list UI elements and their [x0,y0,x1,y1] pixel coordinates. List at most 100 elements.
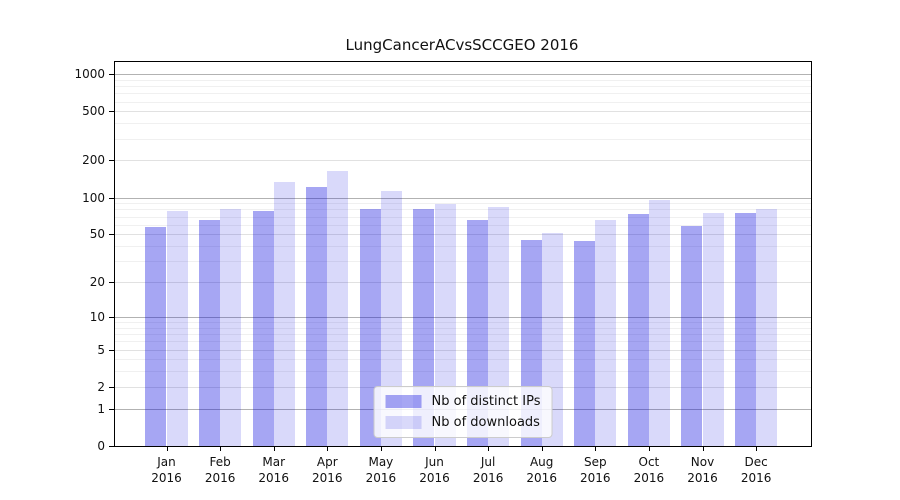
gridline-minor [115,334,811,335]
x-tick-label: Jan 2016 [151,455,182,485]
y-tick-mark [109,282,114,284]
gridline-minor [115,86,811,87]
bar-distinct-ips-sep [574,241,596,446]
y-axis: 0 1 2 5 10 20 50 100 200 500 1000 [74,62,811,453]
y-tick-mark [109,74,114,75]
gridline-minor [115,341,811,343]
legend: Nb of distinct IPs Nb of downloads [373,386,553,438]
x-tick-label: Jul 2016 [472,455,504,485]
y-tick-label: 50 [89,227,105,242]
bar-downloads-feb [220,209,242,446]
x-axis: Jan 2016 Feb 2016 Mar 2016 Apr 2016 May 2016… [115,62,811,485]
y-tick-mark [109,386,114,388]
chart-title: LungCancerACvsSCCGEO 2016 [345,36,579,54]
x-tick-mark [595,446,597,451]
gridline [115,282,811,284]
bar-downloads-mar [273,181,295,446]
x-tick-label: Dec 2016 [740,455,772,485]
y-tick-label: 0 [97,439,105,453]
gridline [115,74,811,75]
x-tick-label: Oct 2016 [633,455,665,485]
bar-downloads-jan [166,211,188,446]
bars-layer [115,62,811,446]
x-tick-mark [648,446,650,451]
x-tick-mark [220,446,222,451]
bar-distinct-ips-feb [198,219,221,446]
bar-downloads-dec [756,209,778,446]
gridline-minor [115,101,811,103]
x-tick-mark [488,446,490,451]
bar-distinct-ips-mar [252,211,274,446]
y-tick-label: 500 [82,104,105,119]
x-tick-mark [702,446,704,451]
x-tick-mark [756,446,758,451]
y-tick-label: 100 [82,190,105,205]
gridline-minor [115,93,811,95]
y-tick-label: 1 [97,401,105,416]
legend-item: Nb of distinct IPs [385,394,541,409]
gridline [115,234,811,236]
bar-downloads-sep [595,220,617,446]
gridline-minor [115,261,811,263]
gridline-minor [115,216,811,218]
y-tick-label: 1000 [74,67,105,81]
bar-distinct-ips-oct [627,213,649,446]
y-tick-label: 5 [97,342,105,357]
y-tick-mark [109,197,114,199]
y-tick-mark [109,349,114,351]
legend-item: Nb of downloads [385,415,541,430]
y-tick-mark [109,234,114,236]
bar-distinct-ips-jan [145,227,167,446]
y-tick-label: 10 [89,309,105,324]
x-tick-label: Nov 2016 [687,455,718,485]
x-tick-mark [380,446,382,451]
x-tick-label: Aug 2016 [526,455,557,485]
gridline-minor [115,224,811,226]
legend-label-downloads: Nb of downloads [431,415,540,430]
bar-downloads-apr [327,171,349,446]
y-tick-mark [109,316,114,318]
gridline [115,316,811,318]
gridline-minor [115,79,811,81]
x-tick-label: May 2016 [365,455,397,485]
bar-downloads-jun [434,203,456,446]
legend-label-distinct-ips: Nb of distinct IPs [431,394,541,409]
bar-downloads-oct [648,200,671,446]
gridline-minor [115,371,811,373]
x-tick-mark [434,446,436,451]
x-tick-mark [327,446,329,451]
y-tick-mark [109,408,114,410]
gridline-minor [115,138,811,140]
legend-swatch-downloads [385,416,422,429]
gridline-minor [115,203,811,205]
gridline-minor [115,322,811,323]
x-tick-label: Feb 2016 [204,455,236,485]
x-tick-label: Jun 2016 [419,455,450,485]
gridline [115,349,811,351]
y-tick-label: 2 [97,379,105,394]
gridline-minor [115,246,811,247]
bar-downloads-nov [702,212,724,446]
bar-distinct-ips-nov [681,225,703,446]
x-tick-mark [273,446,275,451]
gridline [115,197,811,199]
gridline-minor [115,327,811,329]
y-tick-mark [109,160,114,162]
plot-area: 0 1 2 5 10 20 50 100 200 500 1000 Jan 2016 Feb 2016… [74,61,812,485]
gridline-minor [115,209,811,211]
gridline-minor [115,123,811,125]
bar-distinct-ips-apr [306,186,328,446]
gridline-minor [115,359,811,361]
y-tick-label: 20 [89,275,105,290]
y-tick-label: 200 [82,153,105,168]
bar-distinct-ips-dec [734,212,757,446]
x-tick-label: Sep 2016 [580,455,611,485]
bar-downloads-may [380,190,403,446]
y-tick-mark [109,446,114,447]
x-tick-label: Mar 2016 [258,455,289,485]
x-tick-label: Apr 2016 [312,455,343,485]
x-tick-mark [166,446,168,451]
y-tick-mark [109,111,114,113]
legend-swatch-distinct-ips [385,395,422,408]
